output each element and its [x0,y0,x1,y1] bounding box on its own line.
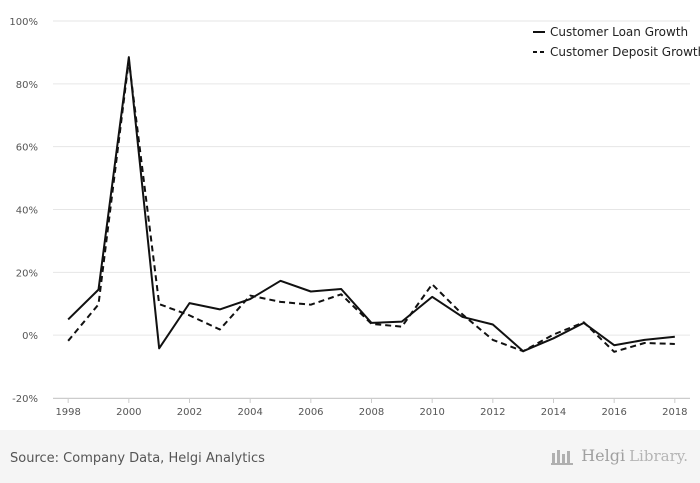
brand-logo[interactable]: Helgi Library. [551,446,688,465]
x-tick-label: 2008 [359,407,384,418]
y-tick-label: 80% [16,80,38,91]
legend-label[interactable]: Customer Loan Growth [550,25,688,39]
library-icon [551,449,574,465]
y-tick-label: 40% [16,206,38,217]
line-chart: -20% 0% 20% 40% 60% 80% 100% 1998 2000 2002 2004 20… [9,17,700,418]
brand-sub: Library. [629,446,688,465]
x-tick-label: 2014 [541,407,566,418]
y-tick-label: -20% [12,394,38,405]
source-note: Source: Company Data, Helgi Analytics [10,451,265,466]
footer: Source: Company Data, Helgi Analytics He… [0,430,700,483]
y-tick-label: 0% [22,331,38,342]
x-tick-label: 2018 [662,407,687,418]
brand-name: Helgi [581,446,626,465]
legend-label[interactable]: Customer Deposit Growth [550,45,700,59]
x-tick-label: 2000 [116,407,141,418]
x-tick-label: 1998 [55,407,80,418]
y-tick-label: 60% [16,143,38,154]
grid-layer [53,20,690,399]
x-tick-label: 2004 [237,407,262,418]
axis-layer: -20% 0% 20% 40% 60% 80% 100% 1998 2000 2002 2004 20… [9,17,690,418]
series-line-customer-loan-growth[interactable] [67,56,675,353]
x-tick-label: 2016 [601,407,626,418]
x-tick-label: 2002 [177,407,202,418]
series-line-customer-deposit-growth[interactable] [67,59,675,353]
series-layer [67,56,675,353]
x-tick-label: 2006 [298,407,323,418]
y-tick-label: 20% [16,268,38,279]
x-tick-label: 2012 [480,407,505,418]
x-tick-label: 2010 [419,407,444,418]
chart-area: -20% 0% 20% 40% 60% 80% 100% 1998 2000 2002 2004 20… [9,17,700,418]
y-tick-label: 100% [9,17,38,28]
legend[interactable]: Customer Loan Growth Customer Deposit Gro… [533,25,700,59]
